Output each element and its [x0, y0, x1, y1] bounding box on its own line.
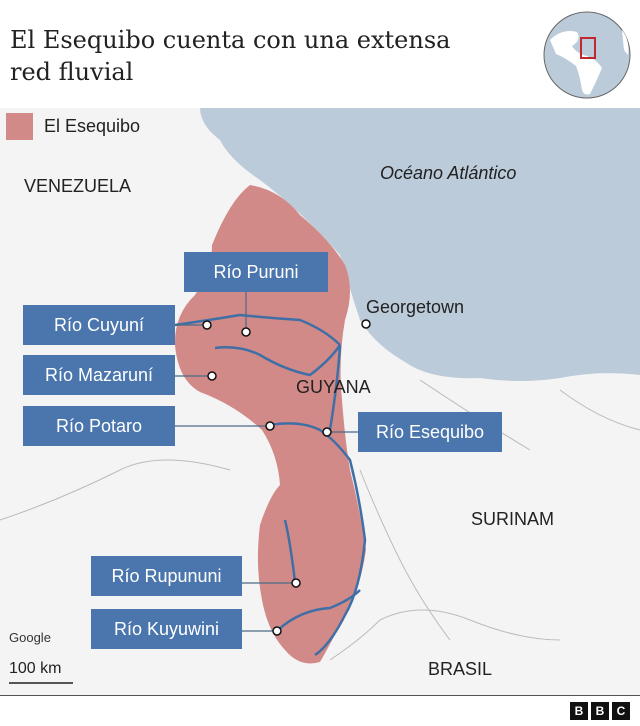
ocean	[200, 108, 640, 381]
logo-letter: B	[570, 702, 588, 720]
page-title: El Esequibo cuenta con una extensa red f…	[10, 26, 451, 86]
label-rio-cuyuni: Río Cuyuní	[23, 305, 175, 345]
bbc-logo: B B C	[570, 702, 630, 720]
marker-kuyuwini	[272, 626, 282, 636]
label-rio-puruni: Río Puruni	[184, 252, 328, 292]
marker-georgetown	[361, 319, 371, 329]
marker-cuyuni	[202, 320, 212, 330]
label-brasil: BRASIL	[428, 659, 493, 679]
label-rio-esequibo: Río Esequibo	[358, 412, 502, 452]
scale-bar: 100 km	[9, 660, 73, 684]
locator-globe	[543, 11, 631, 99]
marker-esequibo	[322, 427, 332, 437]
marker-potaro	[265, 421, 275, 431]
label-georgetown: Georgetown	[366, 297, 465, 317]
logo-letter: B	[591, 702, 609, 720]
label-rio-rupununi: Río Rupununi	[91, 556, 242, 596]
label-rio-kuyuwini: Río Kuyuwini	[91, 609, 242, 649]
locator-box	[580, 37, 596, 59]
river-lines	[174, 313, 367, 657]
marker-rupununi	[291, 578, 301, 588]
map-canvas	[0, 108, 640, 695]
logo-letter: C	[612, 702, 630, 720]
label-surinam: SURINAM	[471, 509, 555, 529]
label-ocean: Océano Atlántico	[380, 163, 517, 183]
legend-label: El Esequibo	[44, 116, 141, 136]
marker-puruni	[241, 327, 251, 337]
attribution: Google	[9, 630, 51, 645]
label-guyana: GUYANA	[296, 377, 371, 397]
marker-mazaruni	[207, 371, 217, 381]
label-rio-mazaruni: Río Mazaruní	[23, 355, 175, 395]
label-rio-potaro: Río Potaro	[23, 406, 175, 446]
divider	[0, 695, 640, 696]
legend-swatch	[6, 113, 33, 140]
label-venezuela: VENEZUELA	[24, 176, 132, 196]
